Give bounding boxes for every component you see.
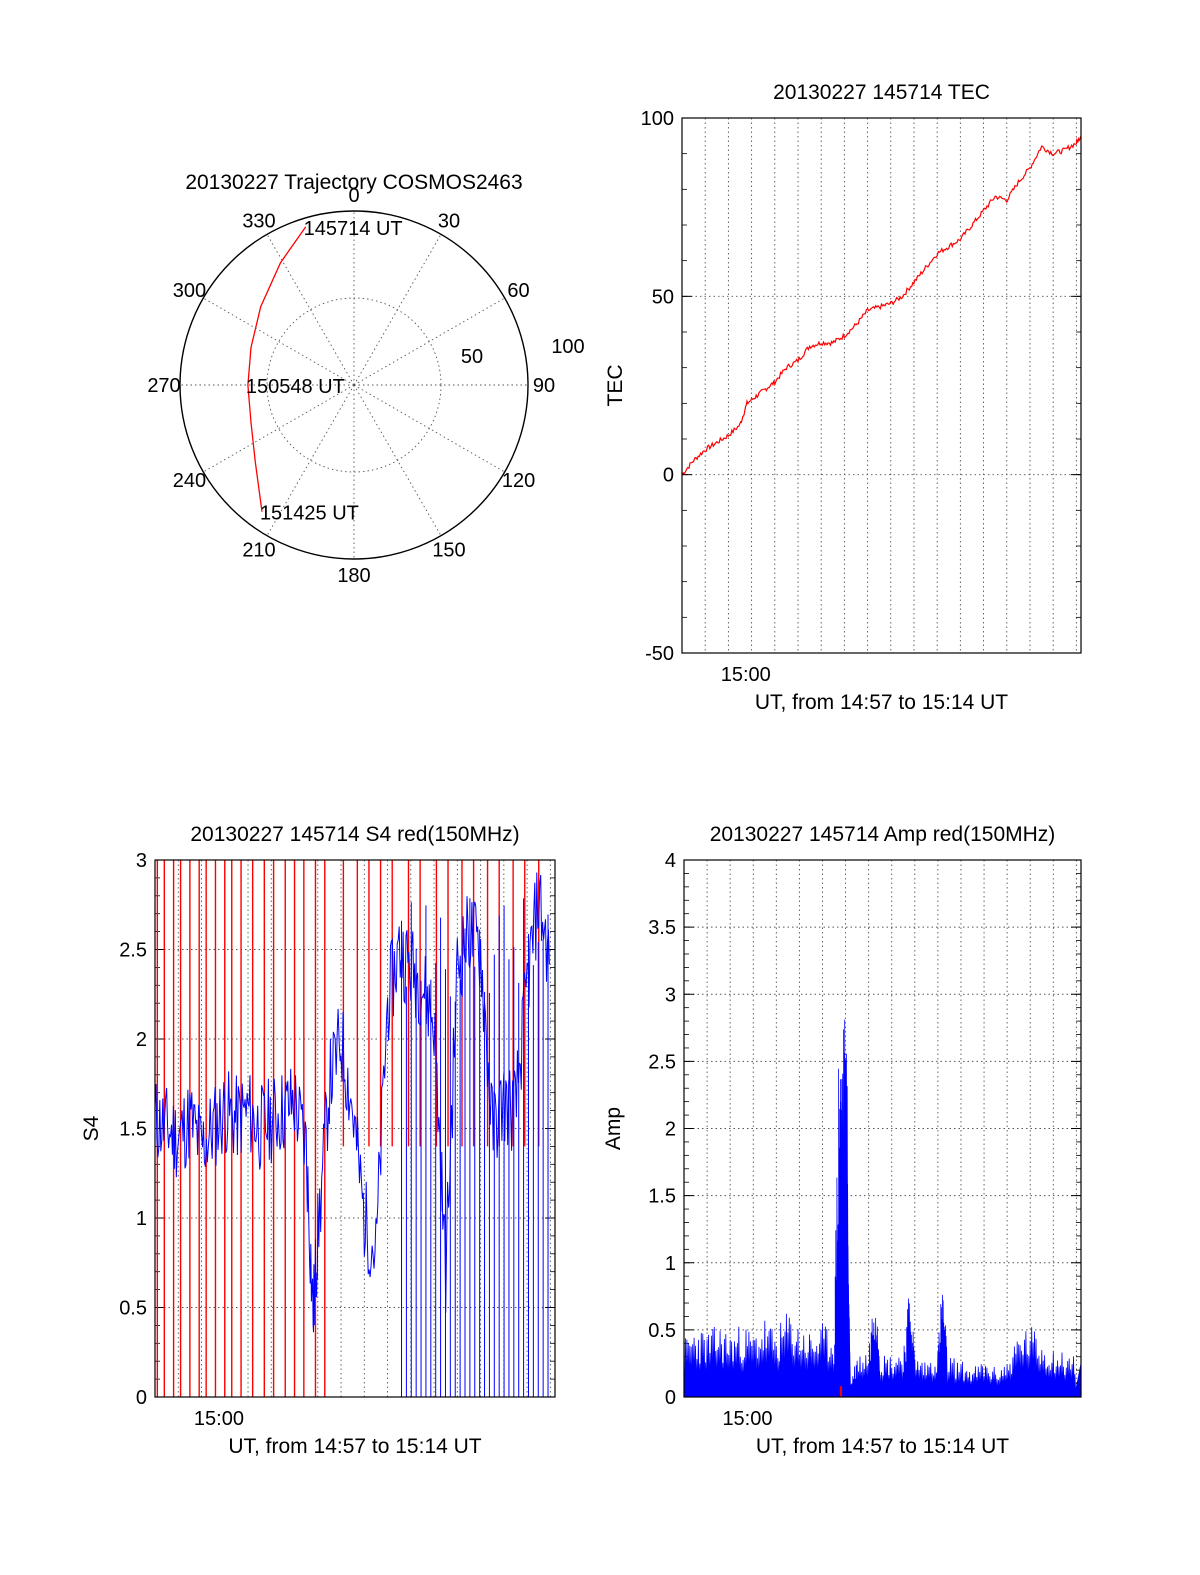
s4-title: 20130227 145714 S4 red(150MHz) <box>190 823 519 846</box>
y-tick-label: 0 <box>663 465 674 487</box>
azimuth-label: 300 <box>173 280 206 302</box>
tec-chart: 20130227 145714 TEC 100 50 0 -50 15:00 UT, fro… <box>604 81 1082 714</box>
azimuth-label: 180 <box>337 565 370 587</box>
polar-spoke <box>353 384 505 473</box>
azimuth-label: 270 <box>147 375 180 397</box>
y-tick-label: 50 <box>652 286 674 308</box>
y-tick-label: 1 <box>665 1253 676 1275</box>
y-tick-label: 1.5 <box>119 1119 147 1141</box>
radial-label-50: 50 <box>461 346 483 368</box>
amp-plot-frame <box>683 859 1082 1398</box>
azimuth-label: 90 <box>533 375 555 397</box>
amp-chart: 20130227 145714 Amp red(150MHz) 4 3.5 3 2.5 2… <box>602 823 1082 1458</box>
azimuth-label: 240 <box>173 470 206 492</box>
y-tick-label: 1.5 <box>648 1186 676 1208</box>
y-tick-label: 3 <box>665 984 676 1006</box>
y-tick-label: 0.5 <box>119 1298 147 1320</box>
amp-title: 20130227 145714 Amp red(150MHz) <box>710 823 1056 846</box>
y-tick-label: 3 <box>136 850 147 872</box>
amp-xlabel: UT, from 14:57 to 15:14 UT <box>756 1435 1009 1458</box>
y-tick-label: 0.5 <box>648 1320 676 1342</box>
trajectory-time-label: 145714 UT <box>304 218 403 240</box>
s4-ylabel: S4 <box>80 1115 103 1141</box>
s4-blue-line <box>155 872 550 1333</box>
radial-label-100: 100 <box>551 336 584 358</box>
s4-xlabel: UT, from 14:57 to 15:14 UT <box>228 1435 481 1458</box>
s4-chart: 20130227 145714 S4 red(150MHz) 3 2.5 2 1.5 1 0… <box>80 823 556 1458</box>
y-tick-label: 1 <box>136 1208 147 1230</box>
amp-red-series <box>839 1386 843 1397</box>
polar-spoke <box>353 384 442 536</box>
y-tick-label: -50 <box>645 643 674 665</box>
trajectory-time-label: 150548 UT <box>246 376 345 398</box>
tec-plot-frame <box>681 117 1082 654</box>
azimuth-label: 30 <box>438 210 460 232</box>
tec-series-line <box>681 135 1082 476</box>
tec-ylabel: TEC <box>604 365 627 407</box>
y-tick-label: 2 <box>665 1119 676 1141</box>
amp-ylabel: Amp <box>602 1107 625 1150</box>
x-tick-label: 15:00 <box>722 1408 772 1430</box>
polar-spoke <box>203 297 355 386</box>
s4-plot-area <box>155 860 550 1397</box>
y-tick-label: 0 <box>136 1387 147 1409</box>
polar-spoke <box>266 234 355 386</box>
azimuth-label: 120 <box>502 470 535 492</box>
y-tick-label: 3.5 <box>648 917 676 939</box>
y-tick-label: 100 <box>641 108 674 130</box>
s4-plot-frame <box>154 859 556 1398</box>
y-tick-label: 2.5 <box>648 1051 676 1073</box>
azimuth-label: 0 <box>348 185 359 207</box>
trajectory-track <box>247 226 307 512</box>
azimuth-label: 330 <box>242 210 275 232</box>
trajectory-title: 20130227 Trajectory COSMOS2463 <box>185 171 522 194</box>
polar-spoke <box>353 234 442 386</box>
y-tick-label: 2 <box>136 1029 147 1051</box>
amp-plot-area <box>684 1019 1081 1397</box>
polar-outer-ring <box>179 210 529 560</box>
polar-spoke <box>203 384 355 473</box>
x-tick-label: 15:00 <box>194 1408 244 1430</box>
x-tick-label: 15:00 <box>721 664 771 686</box>
amp-blue-series <box>684 1019 1081 1397</box>
azimuth-label: 210 <box>242 540 275 562</box>
polar-spoke <box>353 297 505 386</box>
y-tick-label: 2.5 <box>119 940 147 962</box>
azimuth-label: 150 <box>432 540 465 562</box>
polar-spoke <box>266 384 355 536</box>
y-tick-label: 0 <box>665 1387 676 1409</box>
tec-xlabel: UT, from 14:57 to 15:14 UT <box>755 691 1008 714</box>
trajectory-time-label: 151425 UT <box>260 503 359 525</box>
y-tick-label: 4 <box>665 850 676 872</box>
tec-title: 20130227 145714 TEC <box>773 81 990 104</box>
azimuth-label: 60 <box>507 280 529 302</box>
